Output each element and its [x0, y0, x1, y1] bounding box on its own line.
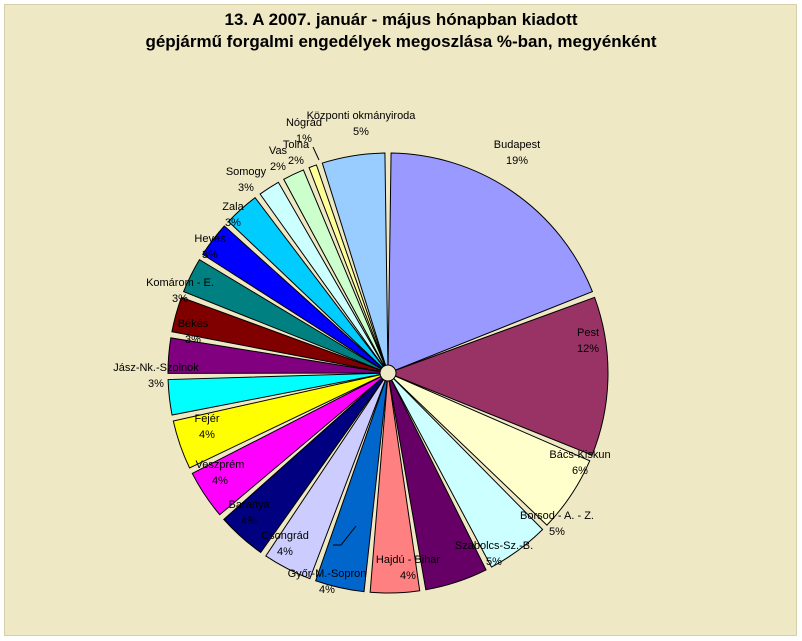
slice-label-value-6: 4% [319, 584, 335, 596]
slice-label-0: Budapest 19% [494, 139, 540, 167]
pie-slice-12 [167, 337, 381, 374]
slice-label-value-1: 12% [577, 343, 599, 355]
leader-line-0 [333, 525, 357, 546]
slice-label-8: Baranya 4% [229, 499, 271, 527]
pie-slice-2 [393, 375, 591, 526]
slice-label-value-0: 19% [506, 155, 528, 167]
pie-slice-18 [283, 169, 386, 367]
slice-label-1: Pest 12% [577, 327, 599, 355]
slice-label-17: Vas 2% [269, 145, 288, 173]
slice-label-3: Borsod - A. - Z. 5% [520, 510, 594, 538]
slice-label-name-20: Központi okmányiroda [307, 110, 417, 122]
slice-label-9: Veszprém 4% [196, 459, 245, 487]
slice-label-name-8: Baranya [229, 499, 271, 511]
slice-label-name-11: Jász-Nk.-Szolnok [113, 362, 199, 374]
pie-slice-14 [182, 258, 382, 371]
slice-label-name-4: Szabolcs-Sz.-B. [455, 540, 533, 552]
slice-labels: Budapest 19% Pest 12% Bács-Kiskun 6% Borsod - … [113, 110, 610, 596]
slice-label-11: Jász-Nk.-Szolnok 3% [113, 362, 199, 390]
slice-label-name-3: Borsod - A. - Z. [520, 510, 594, 522]
slice-label-name-14: Heves [194, 233, 226, 245]
slice-label-5: Hajdú - Bihar 4% [376, 554, 441, 582]
slice-label-16: Somogy 3% [226, 166, 267, 194]
pie-slice-4 [388, 379, 487, 591]
pie-slice-9 [191, 375, 383, 516]
chart-title-line-1: 13. A 2007. január - május hónapban kiad… [224, 10, 578, 29]
slice-label-value-10: 4% [199, 429, 215, 441]
slice-label-value-5: 4% [400, 570, 416, 582]
slice-label-value-15: 3% [225, 217, 241, 229]
slice-label-value-16: 3% [238, 182, 254, 194]
slice-label-value-2: 6% [572, 465, 588, 477]
slice-label-value-9: 4% [212, 475, 228, 487]
slice-label-value-3: 5% [549, 526, 565, 538]
slice-label-name-9: Veszprém [196, 459, 245, 471]
slice-label-name-0: Budapest [494, 139, 540, 151]
pie-slice-7 [265, 378, 386, 580]
leader-line-1 [312, 146, 320, 161]
pie-slices [167, 152, 609, 594]
pie-slice-10 [172, 374, 382, 469]
slice-label-value-8: 4% [241, 515, 257, 527]
slice-label-name-19: Nógrád [286, 117, 322, 129]
slice-label-6: Győr-M.-Sopron 4% [288, 568, 367, 596]
slice-label-value-19: 1% [296, 133, 312, 145]
pie-slice-20 [321, 152, 389, 366]
slice-label-value-18: 2% [288, 155, 304, 167]
slice-label-name-6: Győr-M.-Sopron [288, 568, 367, 580]
chart-title-line-2: gépjármű forgalmi engedélyek megoszlása … [145, 32, 657, 51]
slice-label-12: Békés 3% [178, 318, 209, 346]
slice-label-name-5: Hajdú - Bihar [376, 554, 441, 566]
chart-title: 13. A 2007. január - május hónapban kiad… [0, 9, 802, 53]
pie-slice-1 [394, 296, 609, 456]
slice-label-15: Zala 3% [222, 201, 244, 229]
slice-label-13: Komárom - E. 3% [146, 277, 214, 305]
slice-label-value-13: 3% [172, 293, 188, 305]
slice-label-4: Szabolcs-Sz.-B. 5% [455, 540, 533, 568]
slice-label-19: Nógrád 1% [286, 117, 322, 145]
slice-label-value-7: 4% [277, 546, 293, 558]
leader-lines [312, 146, 357, 546]
slice-label-name-10: Fejér [194, 413, 219, 425]
slice-label-14: Heves 3% [194, 233, 226, 261]
slice-label-name-2: Bács-Kiskun [549, 449, 610, 461]
slice-label-name-7: Csongrád [261, 530, 309, 542]
pie-slice-3 [391, 377, 544, 568]
pie-slice-8 [223, 377, 385, 554]
slice-label-name-17: Vas [269, 145, 288, 157]
pie-slice-15 [202, 225, 383, 370]
slice-label-name-13: Komárom - E. [146, 277, 214, 289]
slice-label-value-12: 3% [185, 334, 201, 346]
slice-label-name-15: Zala [222, 201, 244, 213]
slice-label-name-18: Tolna [283, 139, 310, 151]
slice-label-10: Fejér 4% [194, 413, 219, 441]
slice-label-7: Csongrád 4% [261, 530, 309, 558]
pie-slice-11 [167, 372, 381, 416]
pie-slice-6 [315, 379, 388, 593]
slice-label-name-12: Békés [178, 318, 209, 330]
slice-label-value-17: 2% [270, 161, 286, 173]
slice-label-2: Bács-Kiskun 6% [549, 449, 610, 477]
slice-label-value-4: 5% [486, 556, 502, 568]
slice-label-20: Központi okmányiroda 5% [307, 110, 417, 138]
slice-label-18: Tolna 2% [283, 139, 310, 167]
slice-label-value-20: 5% [353, 126, 369, 138]
pie-slice-16 [227, 196, 384, 369]
pie-slice-13 [171, 296, 382, 373]
pie-slice-5 [369, 380, 421, 594]
slice-label-name-16: Somogy [226, 166, 267, 178]
slice-label-value-11: 3% [148, 378, 164, 390]
pie-slice-17 [259, 181, 385, 368]
slice-label-value-14: 3% [202, 249, 218, 261]
slice-label-name-1: Pest [577, 327, 599, 339]
